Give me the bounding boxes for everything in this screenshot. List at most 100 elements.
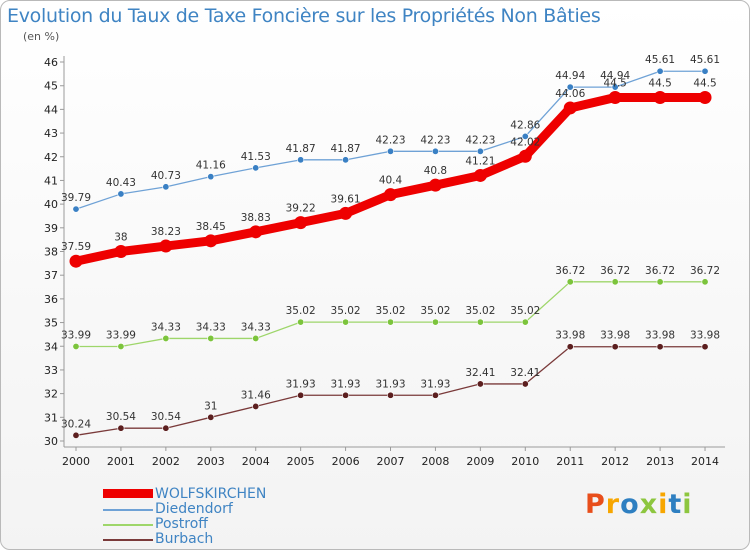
x-tick-label-2011: 2011 <box>556 455 584 468</box>
point-diedendorf-2011 <box>566 83 574 91</box>
point-postroff-2006 <box>342 318 350 326</box>
point-burbach-2006 <box>342 391 350 399</box>
x-tick-label-2010: 2010 <box>511 455 539 468</box>
point-postroff-2014 <box>701 278 709 286</box>
legend-label-burbach: Burbach <box>155 531 214 547</box>
point-burbach-2007 <box>387 391 395 399</box>
point-wolfskirchen-2004 <box>249 225 263 239</box>
x-tick-label-2009: 2009 <box>466 455 494 468</box>
legend-label-wolfskirchen: WOLFSKIRCHEN <box>155 486 267 502</box>
data-label-burbach-2014: 33.98 <box>690 330 720 342</box>
data-label-diedendorf-2003: 41.16 <box>196 160 226 172</box>
data-label-wolfskirchen-2009: 41.21 <box>465 155 495 167</box>
data-label-postroff-2001: 33.99 <box>106 329 136 341</box>
logo-letter: i <box>658 489 669 520</box>
legend-label-diedendorf: Diedendorf <box>155 501 233 517</box>
data-label-postroff-2014: 36.72 <box>690 265 720 277</box>
point-diedendorf-2003 <box>207 173 215 181</box>
point-burbach-2002 <box>162 424 170 432</box>
unit-label: (en %) <box>23 30 60 43</box>
x-tick-label-2001: 2001 <box>107 455 135 468</box>
y-tick-label-44: 44 <box>44 103 58 116</box>
data-label-postroff-2011: 36.72 <box>555 265 585 277</box>
data-label-wolfskirchen-2003: 38.45 <box>196 221 226 233</box>
data-label-postroff-2012: 36.72 <box>600 265 630 277</box>
point-diedendorf-2013 <box>656 67 664 75</box>
data-label-wolfskirchen-2002: 38.23 <box>151 226 181 238</box>
x-tick-label-2007: 2007 <box>377 455 405 468</box>
x-tick-label-2006: 2006 <box>332 455 360 468</box>
point-burbach-2011 <box>566 343 574 351</box>
point-burbach-2014 <box>701 343 709 351</box>
y-tick-label-38: 38 <box>44 246 58 259</box>
y-tick-label-32: 32 <box>44 388 58 401</box>
point-postroff-2010 <box>521 318 529 326</box>
point-postroff-2008 <box>431 318 439 326</box>
y-tick-label-46: 46 <box>44 56 58 69</box>
logo-letter: x <box>639 489 659 520</box>
point-burbach-2012 <box>611 343 619 351</box>
y-tick-label-33: 33 <box>44 364 58 377</box>
point-diedendorf-2008 <box>431 147 439 155</box>
legend-swatch-diedendorf <box>103 509 153 511</box>
data-label-postroff-2013: 36.72 <box>645 265 675 277</box>
point-postroff-2001 <box>117 342 125 350</box>
point-postroff-2005 <box>297 318 305 326</box>
x-tick-label-2003: 2003 <box>197 455 225 468</box>
point-burbach-2004 <box>252 402 260 410</box>
data-label-burbach-2000: 30.24 <box>61 418 91 430</box>
point-diedendorf-2005 <box>297 156 305 164</box>
x-tick-label-2012: 2012 <box>601 455 629 468</box>
point-wolfskirchen-2010 <box>518 149 532 163</box>
logo-letter: i <box>682 489 693 520</box>
data-label-diedendorf-2012: 44.94 <box>600 70 630 82</box>
x-tick-label-2002: 2002 <box>152 455 180 468</box>
x-tick-label-2000: 2000 <box>62 455 90 468</box>
point-burbach-2000 <box>72 431 80 439</box>
point-diedendorf-2010 <box>521 132 529 140</box>
data-label-burbach-2004: 31.46 <box>241 389 271 401</box>
point-postroff-2002 <box>162 334 170 342</box>
data-label-burbach-2009: 32.41 <box>465 367 495 379</box>
data-label-diedendorf-2013: 45.61 <box>645 54 675 66</box>
y-tick-label-41: 41 <box>44 174 58 187</box>
data-label-diedendorf-2007: 42.23 <box>375 134 405 146</box>
x-tick-label-2004: 2004 <box>242 455 270 468</box>
point-wolfskirchen-2002 <box>159 239 173 253</box>
point-postroff-2011 <box>566 278 574 286</box>
data-label-diedendorf-2011: 44.94 <box>555 70 585 82</box>
data-label-wolfskirchen-2010: 42.02 <box>510 136 540 148</box>
data-label-postroff-2005: 35.02 <box>286 305 316 317</box>
y-tick-label-42: 42 <box>44 151 58 164</box>
data-label-burbach-2013: 33.98 <box>645 330 675 342</box>
logo-letter: r <box>605 489 621 520</box>
point-wolfskirchen-2009 <box>473 168 487 182</box>
data-label-postroff-2004: 34.33 <box>241 321 271 333</box>
data-label-burbach-2001: 30.54 <box>106 411 136 423</box>
point-wolfskirchen-2003 <box>204 234 218 248</box>
point-wolfskirchen-2007 <box>384 188 398 202</box>
data-label-wolfskirchen-2001: 38 <box>114 232 127 244</box>
y-tick-label-36: 36 <box>44 293 58 306</box>
point-burbach-2013 <box>656 343 664 351</box>
data-label-postroff-2006: 35.02 <box>331 305 361 317</box>
data-label-diedendorf-2000: 39.79 <box>61 192 91 204</box>
y-tick-label-34: 34 <box>44 340 58 353</box>
data-label-postroff-2010: 35.02 <box>510 305 540 317</box>
point-postroff-2013 <box>656 278 664 286</box>
x-tick-label-2008: 2008 <box>421 455 449 468</box>
point-postroff-2004 <box>252 334 260 342</box>
y-tick-label-35: 35 <box>44 317 58 330</box>
data-label-burbach-2011: 33.98 <box>555 330 585 342</box>
data-label-wolfskirchen-2008: 40.8 <box>424 165 447 177</box>
data-label-diedendorf-2014: 45.61 <box>690 54 720 66</box>
data-label-burbach-2002: 30.54 <box>151 411 181 423</box>
data-label-wolfskirchen-2005: 39.22 <box>286 203 316 215</box>
data-label-diedendorf-2005: 41.87 <box>286 143 316 155</box>
point-burbach-2008 <box>431 391 439 399</box>
legend-label-postroff: Postroff <box>155 516 208 532</box>
data-label-diedendorf-2010: 42.86 <box>510 119 540 131</box>
y-tick-label-31: 31 <box>44 411 58 424</box>
data-label-wolfskirchen-2007: 40.4 <box>379 175 403 187</box>
